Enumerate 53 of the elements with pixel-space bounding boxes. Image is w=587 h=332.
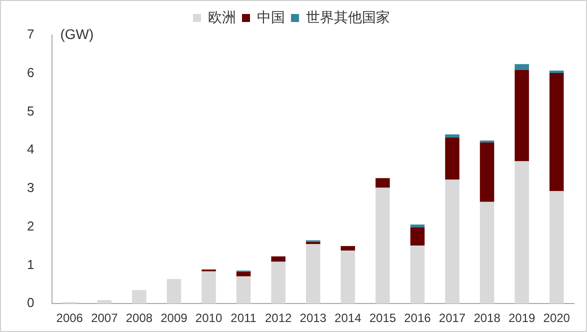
x-tick-label: 2010	[195, 311, 222, 326]
bar	[410, 227, 425, 246]
x-tick-label: 2015	[369, 311, 396, 326]
x-tick-label: 2013	[300, 311, 327, 326]
x-tick-label: 2008	[126, 311, 153, 326]
bar	[132, 290, 146, 304]
y-axis-title: (GW)	[60, 26, 94, 42]
bar	[514, 64, 529, 70]
bar	[236, 272, 251, 276]
bar	[480, 142, 494, 202]
x-tick-label: 2018	[474, 311, 501, 326]
x-tick-label: 2011	[230, 311, 257, 326]
x-tick-label: 2019	[508, 311, 536, 326]
bar	[549, 191, 564, 304]
bar	[549, 72, 564, 192]
y-tick-label: 5	[26, 103, 34, 118]
y-tick-label: 7	[26, 26, 34, 42]
bar	[376, 188, 390, 304]
x-tick-label: 2020	[543, 311, 570, 326]
bar	[236, 276, 251, 304]
y-tick-label: 6	[26, 64, 34, 80]
bar	[514, 70, 529, 162]
x-tick-label: 2017	[438, 311, 466, 326]
bar	[340, 250, 356, 304]
bar	[306, 244, 320, 304]
bar	[445, 137, 460, 180]
bar	[480, 202, 494, 304]
bar	[410, 224, 425, 228]
bar	[514, 161, 529, 304]
bar	[376, 178, 390, 188]
x-tick-label: 2014	[334, 311, 362, 326]
y-tick-label: 3	[26, 180, 34, 196]
y-tick-label: 4	[26, 142, 34, 157]
bar	[202, 271, 216, 304]
legend-label: 中国	[257, 8, 285, 25]
x-tick-label: 2006	[56, 311, 84, 326]
bar	[166, 279, 182, 304]
x-tick-label: 2016	[404, 311, 432, 326]
bar	[271, 262, 286, 304]
y-tick-label: 2	[26, 218, 34, 234]
bar	[410, 246, 425, 304]
bar	[445, 180, 460, 304]
y-tick-label: 1	[26, 256, 34, 272]
y-tick-label: 0	[26, 295, 34, 310]
bar	[271, 256, 286, 262]
bar	[445, 134, 460, 138]
legend-label: 欧洲	[208, 8, 236, 25]
x-tick-label: 2007	[91, 311, 118, 326]
legend-label: 世界其他国家	[306, 8, 390, 25]
bar	[97, 300, 112, 304]
x-tick-label: 2012	[264, 311, 292, 326]
x-tick-label: 2009	[160, 311, 188, 326]
bar	[340, 246, 356, 251]
